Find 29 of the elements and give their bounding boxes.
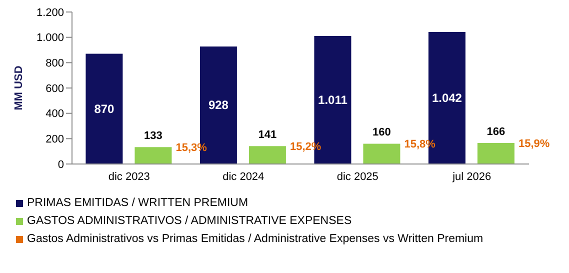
bar bbox=[363, 144, 400, 164]
x-tick-label: dic 2025 bbox=[336, 170, 378, 183]
bar bbox=[248, 146, 286, 164]
y-axis-title: MM USD bbox=[12, 66, 25, 110]
bar bbox=[477, 142, 514, 164]
y-tick-label: 1.000 bbox=[36, 32, 64, 44]
y-tick-label: 800 bbox=[46, 58, 64, 70]
bar bbox=[134, 147, 172, 164]
data-label: 1.011 bbox=[318, 92, 348, 107]
legend-label: Gastos Administrativos vs Primas Emitidas / Administrative Expenses vs Written Premium bbox=[27, 232, 484, 247]
y-tick-label: 1.200 bbox=[36, 6, 64, 19]
data-label: 133 bbox=[144, 130, 162, 142]
data-label: 166 bbox=[486, 126, 506, 138]
legend-label: GASTOS ADMINISTRATIVOS / ADMINISTRATIVE EXPENSES bbox=[27, 214, 352, 229]
y-tick-label: 200 bbox=[46, 134, 64, 146]
x-tick-label: jul 2026 bbox=[452, 170, 492, 183]
y-tick-label: 0 bbox=[58, 158, 64, 171]
data-label: 160 bbox=[372, 126, 391, 139]
x-tick-label: dic 2023 bbox=[108, 170, 150, 183]
data-label: 928 bbox=[208, 98, 229, 112]
data-label: 141 bbox=[258, 129, 277, 142]
x-tick-label: dic 2024 bbox=[222, 170, 264, 183]
data-label: 1.042 bbox=[432, 91, 462, 106]
bar bbox=[86, 54, 123, 164]
y-tick-label: 400 bbox=[46, 108, 64, 120]
data-label: 870 bbox=[94, 102, 115, 116]
y-tick-label: 600 bbox=[46, 82, 64, 95]
legend-label: PRIMAS EMITIDAS / WRITTEN PREMIUM bbox=[27, 196, 248, 211]
annotation: 15,9% bbox=[518, 138, 550, 150]
